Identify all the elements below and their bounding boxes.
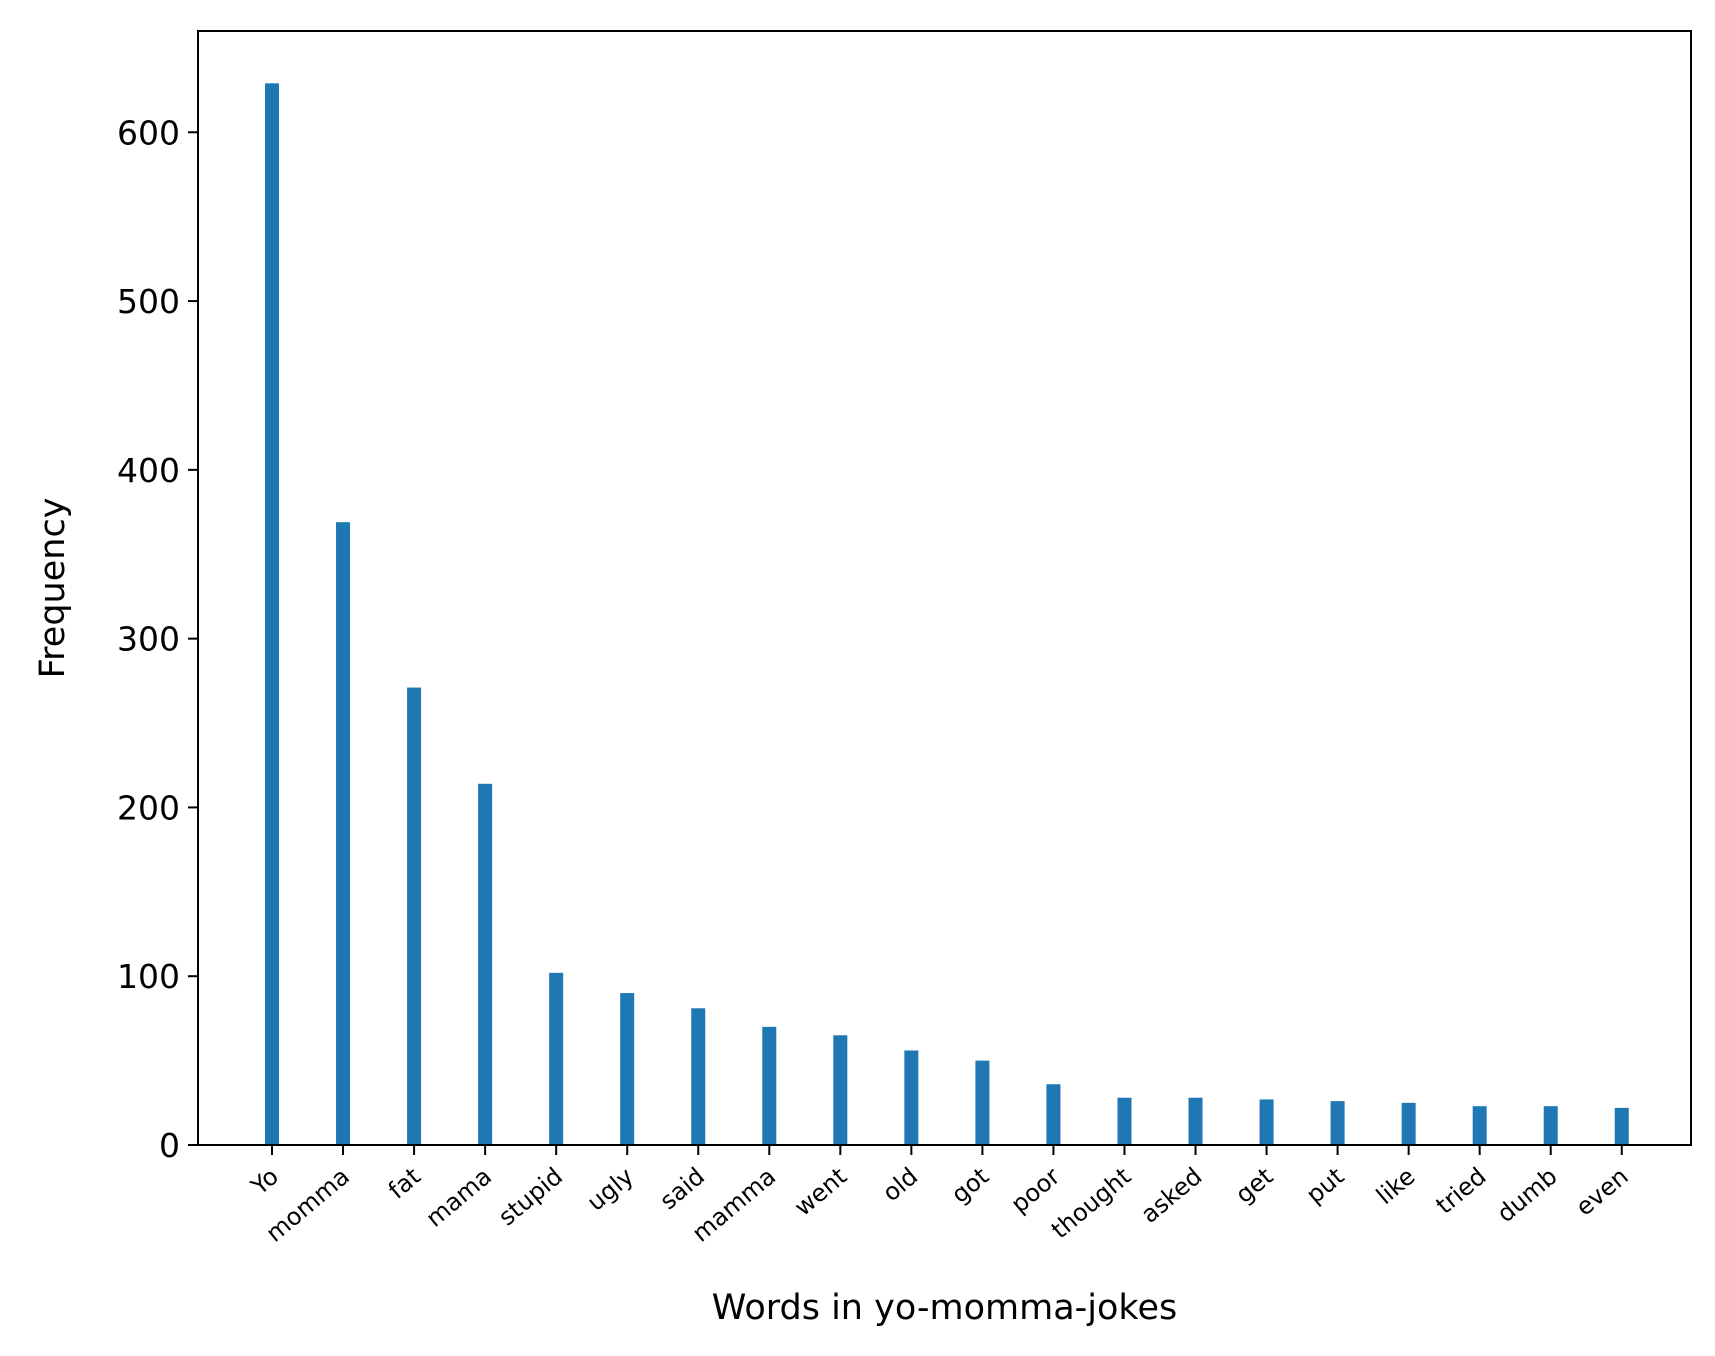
- bar-mama: [478, 783, 493, 1145]
- bar-poor: [1046, 1084, 1061, 1145]
- x-tick-label: mama: [421, 1162, 497, 1232]
- x-tick-label: like: [1371, 1162, 1421, 1210]
- bar-even: [1614, 1107, 1629, 1145]
- x-tick-label: get: [1230, 1162, 1278, 1209]
- bar-ugly: [620, 993, 635, 1145]
- x-tick-label: got: [946, 1162, 994, 1209]
- bar-like: [1401, 1102, 1416, 1145]
- x-tick-label: said: [654, 1162, 710, 1215]
- x-tick-label: tried: [1431, 1162, 1492, 1219]
- bar-tried: [1472, 1106, 1487, 1145]
- x-tick-label: stupid: [493, 1162, 568, 1231]
- bar-old: [904, 1050, 919, 1145]
- y-tick-label: 200: [117, 788, 180, 827]
- bars-group: [265, 83, 1629, 1146]
- x-axis-label: Words in yo-momma-jokes: [712, 1288, 1177, 1328]
- y-axis-ticks: 0 100 200 300 400 500 600: [117, 113, 198, 1165]
- bar-got: [975, 1060, 990, 1145]
- x-tick-label: asked: [1136, 1162, 1208, 1229]
- x-tick-label: thought: [1046, 1162, 1136, 1244]
- bar-yo: [265, 83, 279, 1146]
- bar-fat: [407, 687, 422, 1145]
- bar-mamma: [762, 1026, 777, 1145]
- x-tick-label: fat: [383, 1162, 426, 1204]
- x-tick-label: put: [1301, 1162, 1350, 1209]
- x-tick-label: poor: [1006, 1162, 1066, 1219]
- x-tick-label: Yo: [245, 1162, 284, 1201]
- x-tick-label: even: [1570, 1162, 1633, 1221]
- x-tick-label: ugly: [582, 1162, 639, 1216]
- y-tick-label: 0: [159, 1126, 180, 1165]
- bar-get: [1259, 1099, 1274, 1145]
- bar-said: [691, 1008, 706, 1145]
- x-tick-label: dumb: [1492, 1162, 1563, 1228]
- bar-stupid: [549, 972, 564, 1145]
- y-tick-label: 500: [117, 282, 180, 321]
- y-tick-label: 400: [117, 451, 180, 490]
- bar-momma: [336, 522, 351, 1145]
- y-tick-label: 100: [117, 957, 180, 996]
- bar-put: [1330, 1101, 1345, 1145]
- bar-dumb: [1543, 1106, 1558, 1145]
- y-axis-label: Frequency: [33, 498, 73, 679]
- y-tick-label: 300: [117, 620, 180, 659]
- x-tick-label: old: [877, 1162, 923, 1207]
- x-tick-label: went: [789, 1162, 852, 1221]
- bar-thought: [1117, 1097, 1132, 1145]
- bar-went: [833, 1035, 848, 1145]
- bar-asked: [1188, 1097, 1203, 1145]
- y-tick-label: 600: [117, 113, 180, 152]
- plot-area-frame: [197, 30, 1692, 1146]
